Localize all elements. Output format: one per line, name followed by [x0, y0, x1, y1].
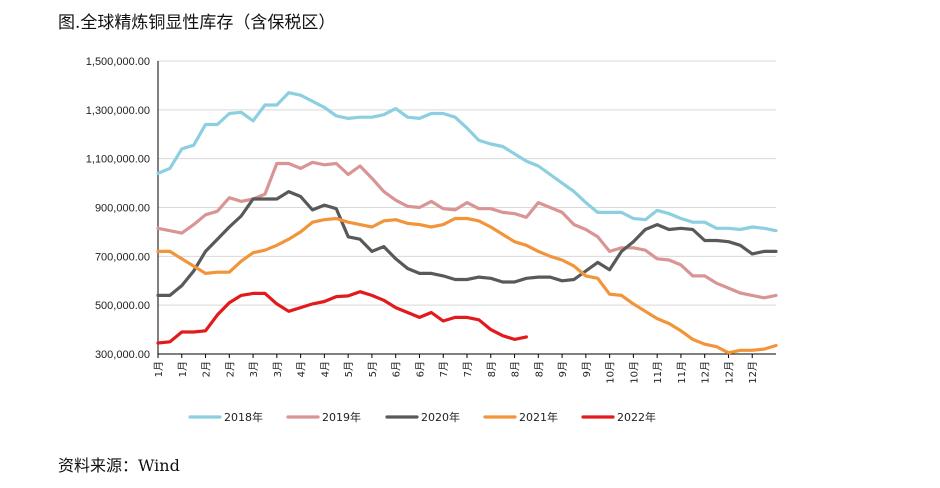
x-tick-label: 11月: [652, 361, 664, 384]
x-tick-label: 4月: [296, 361, 308, 377]
y-tick-label: 900,000.00: [95, 203, 150, 215]
y-tick-label: 500,000.00: [95, 300, 150, 312]
series-line-4: [156, 216, 778, 355]
legend-label-2: 2019年: [322, 410, 361, 424]
y-tick-label: 1,300,000.00: [86, 105, 150, 117]
x-tick-label: 9月: [557, 361, 569, 377]
x-tick-label: 11月: [676, 361, 688, 384]
x-tick-label: 10月: [628, 361, 640, 384]
series-line-5: [156, 290, 529, 345]
legend-label-1: 2018年: [224, 410, 263, 424]
x-tick-label: 2月: [224, 361, 236, 377]
x-tick-label: 10月: [605, 361, 617, 384]
x-tick-label: 2月: [201, 361, 213, 377]
legend-label-3: 2020年: [421, 410, 460, 424]
gridlines: [158, 60, 776, 355]
legend-label-5: 2022年: [617, 410, 656, 424]
series-line-2: [156, 160, 778, 300]
series-lines: [156, 91, 778, 355]
legend: 2018年 2019年 2020年 2021年 2022年: [188, 410, 656, 424]
line-chart: 1,500,000.00 1,300,000.00 1,100,000.00 900,…: [86, 56, 778, 424]
x-tick-label: 8月: [486, 361, 498, 377]
y-axis-ticks: 1,500,000.00 1,300,000.00 1,100,000.00 900,…: [86, 56, 150, 361]
legend-label-4: 2021年: [519, 410, 558, 424]
source-note: 资料来源：Wind: [58, 456, 180, 475]
x-tick-label: 12月: [747, 361, 759, 384]
x-tick-label: 7月: [438, 361, 450, 377]
x-tick-label: 12月: [723, 361, 735, 384]
series-line-3: [156, 190, 778, 297]
y-tick-label: 300,000.00: [95, 349, 150, 361]
x-tick-label: 5月: [367, 361, 379, 377]
series-line-1: [156, 91, 778, 233]
x-tick-label: 9月: [581, 361, 593, 377]
x-tick-label: 1月: [177, 361, 189, 377]
x-tick-label: 3月: [272, 361, 284, 377]
x-tick-label: 5月: [343, 361, 355, 377]
x-tick-label: 6月: [414, 361, 426, 377]
x-tick-label: 4月: [319, 361, 331, 377]
x-tick-label: 6月: [391, 361, 403, 377]
y-tick-label: 1,500,000.00: [86, 56, 150, 68]
y-tick-label: 700,000.00: [95, 251, 150, 263]
x-tick-label: 8月: [510, 361, 522, 377]
x-tick-label: 3月: [248, 361, 260, 377]
x-tick-label: 7月: [462, 361, 474, 377]
y-tick-label: 1,100,000.00: [86, 154, 150, 166]
x-tick-label: 1月: [153, 361, 165, 377]
figure-title: 图.全球精炼铜显性库存（含保税区）: [58, 13, 336, 33]
x-tick-label: 8月: [533, 361, 545, 377]
x-axis-ticks: 1月 1月 2月 2月 3月 3月 4月 4月 5月 5月 6月 6月 7月 7月 8月 8月 8月 9月 9月 10…: [153, 354, 759, 384]
x-tick-label: 12月: [700, 361, 712, 384]
